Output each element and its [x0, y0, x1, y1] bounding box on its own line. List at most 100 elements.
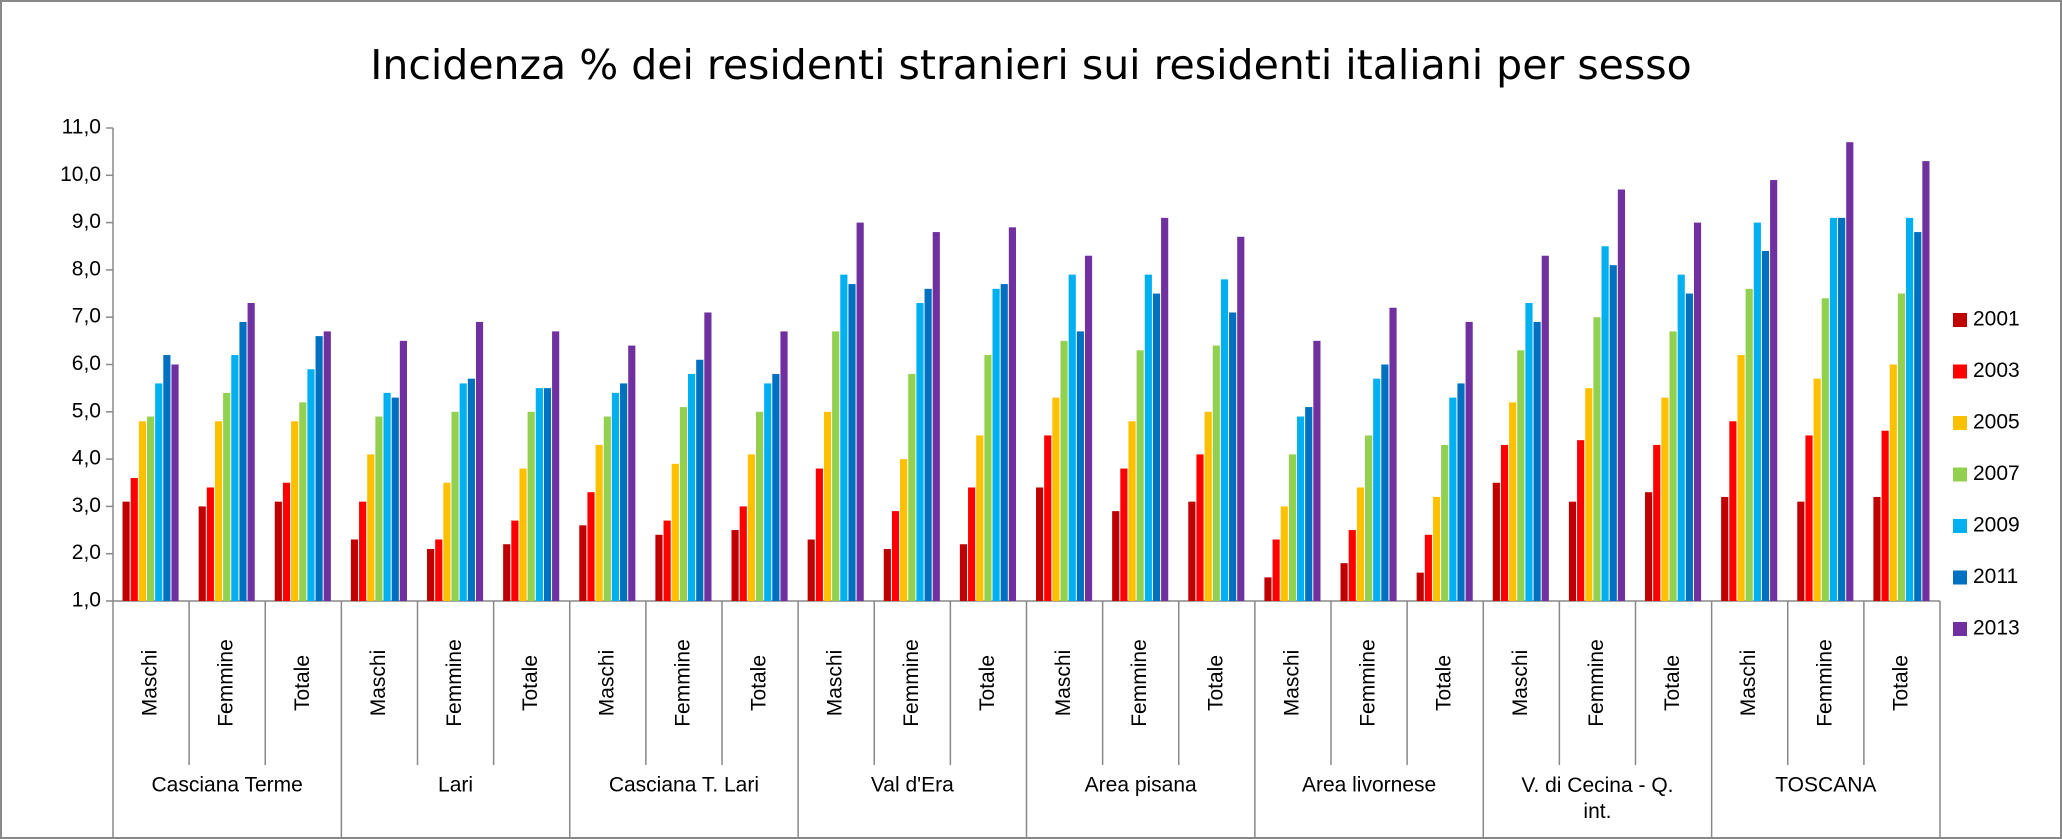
x-tick-label: Totale	[748, 655, 771, 711]
bar	[908, 373, 916, 601]
bar	[359, 501, 367, 601]
bar	[274, 501, 282, 601]
bar	[603, 416, 611, 601]
bar	[1745, 288, 1753, 601]
bar	[1068, 274, 1076, 601]
x-tick-label: Femmine	[1357, 639, 1380, 727]
legend-label: 2013	[1973, 617, 2020, 640]
bar	[122, 501, 130, 601]
bar	[1846, 142, 1854, 601]
bar	[1441, 444, 1449, 601]
bar	[611, 392, 620, 601]
bar	[1212, 345, 1220, 601]
bar	[1585, 388, 1593, 601]
bar	[1577, 440, 1585, 601]
bar	[163, 355, 171, 601]
bar	[807, 539, 815, 601]
bar	[1761, 250, 1770, 602]
bar	[1076, 331, 1084, 601]
bar	[138, 421, 146, 601]
bar	[832, 331, 840, 601]
bar	[1112, 511, 1120, 601]
bar	[1693, 222, 1702, 601]
bar	[1373, 378, 1381, 601]
y-tick-label: 4,0	[72, 447, 101, 470]
bar	[1381, 364, 1389, 601]
bar	[1653, 444, 1661, 601]
bar	[856, 222, 864, 601]
bar	[443, 482, 451, 601]
bar	[671, 463, 679, 601]
bar	[1492, 482, 1500, 601]
y-tick-label: 1,0	[72, 589, 101, 612]
bar	[239, 321, 247, 601]
bar	[1500, 444, 1509, 601]
bar	[1645, 492, 1653, 601]
chart-title: Incidenza % dei residenti stranieri sui …	[370, 41, 1691, 89]
bar	[1389, 307, 1397, 601]
bar	[959, 544, 968, 601]
bar	[1052, 397, 1060, 601]
bar	[1661, 397, 1669, 601]
bar	[1737, 355, 1745, 601]
bar	[932, 232, 940, 601]
bar	[1008, 227, 1016, 601]
bar	[1060, 340, 1068, 601]
group-label-line: int.	[1583, 800, 1611, 823]
group-label: Area livornese	[1302, 774, 1436, 797]
bar	[1813, 378, 1821, 601]
bar	[1881, 430, 1889, 601]
bar	[282, 482, 291, 601]
bar	[976, 435, 984, 601]
bar	[1677, 274, 1685, 601]
bar	[155, 383, 163, 601]
bar	[1288, 454, 1297, 601]
bar	[1533, 321, 1541, 601]
bar	[764, 383, 772, 601]
legend-swatch	[1953, 519, 1967, 533]
bar	[587, 492, 595, 601]
bar	[1805, 435, 1813, 601]
y-tick-label: 7,0	[72, 305, 101, 328]
bar	[1770, 180, 1778, 601]
group-label: Val d'Era	[871, 774, 954, 797]
bar	[223, 392, 231, 601]
bar	[214, 421, 223, 601]
y-tick-label: 5,0	[72, 399, 101, 422]
bar	[1721, 496, 1729, 601]
bar	[350, 539, 359, 601]
bar	[1593, 317, 1601, 601]
bar	[655, 534, 663, 601]
bar	[1237, 236, 1245, 602]
bar	[731, 530, 739, 601]
bar	[1161, 217, 1169, 601]
bar	[1044, 435, 1052, 601]
bar	[543, 388, 552, 601]
bar	[427, 548, 435, 601]
legend-swatch	[1953, 622, 1967, 636]
bar	[1188, 501, 1196, 601]
legend-label: 2003	[1973, 359, 2020, 382]
group-label-line: V. di Cecina - Q.	[1521, 774, 1673, 797]
group-label: Casciana T. Lari	[609, 774, 759, 797]
bar	[1517, 350, 1525, 601]
bar	[1797, 501, 1805, 601]
bar	[383, 392, 391, 601]
bar	[527, 411, 535, 601]
group-label: V. di Cecina - Q. int.	[1521, 774, 1673, 823]
bar	[391, 397, 399, 601]
x-tick-label: Totale	[1889, 655, 1912, 711]
group-label: Casciana Terme	[152, 774, 303, 797]
x-tick-label: Maschi	[1052, 650, 1075, 717]
y-tick-label: 3,0	[72, 494, 101, 517]
bar	[519, 468, 527, 601]
bar	[1601, 246, 1609, 601]
x-tick-label: Totale	[1204, 655, 1227, 711]
legend-swatch	[1953, 467, 1967, 482]
bar	[780, 331, 788, 601]
legend-label: 2009	[1973, 514, 2020, 537]
bar	[620, 383, 628, 601]
bar	[696, 359, 704, 601]
